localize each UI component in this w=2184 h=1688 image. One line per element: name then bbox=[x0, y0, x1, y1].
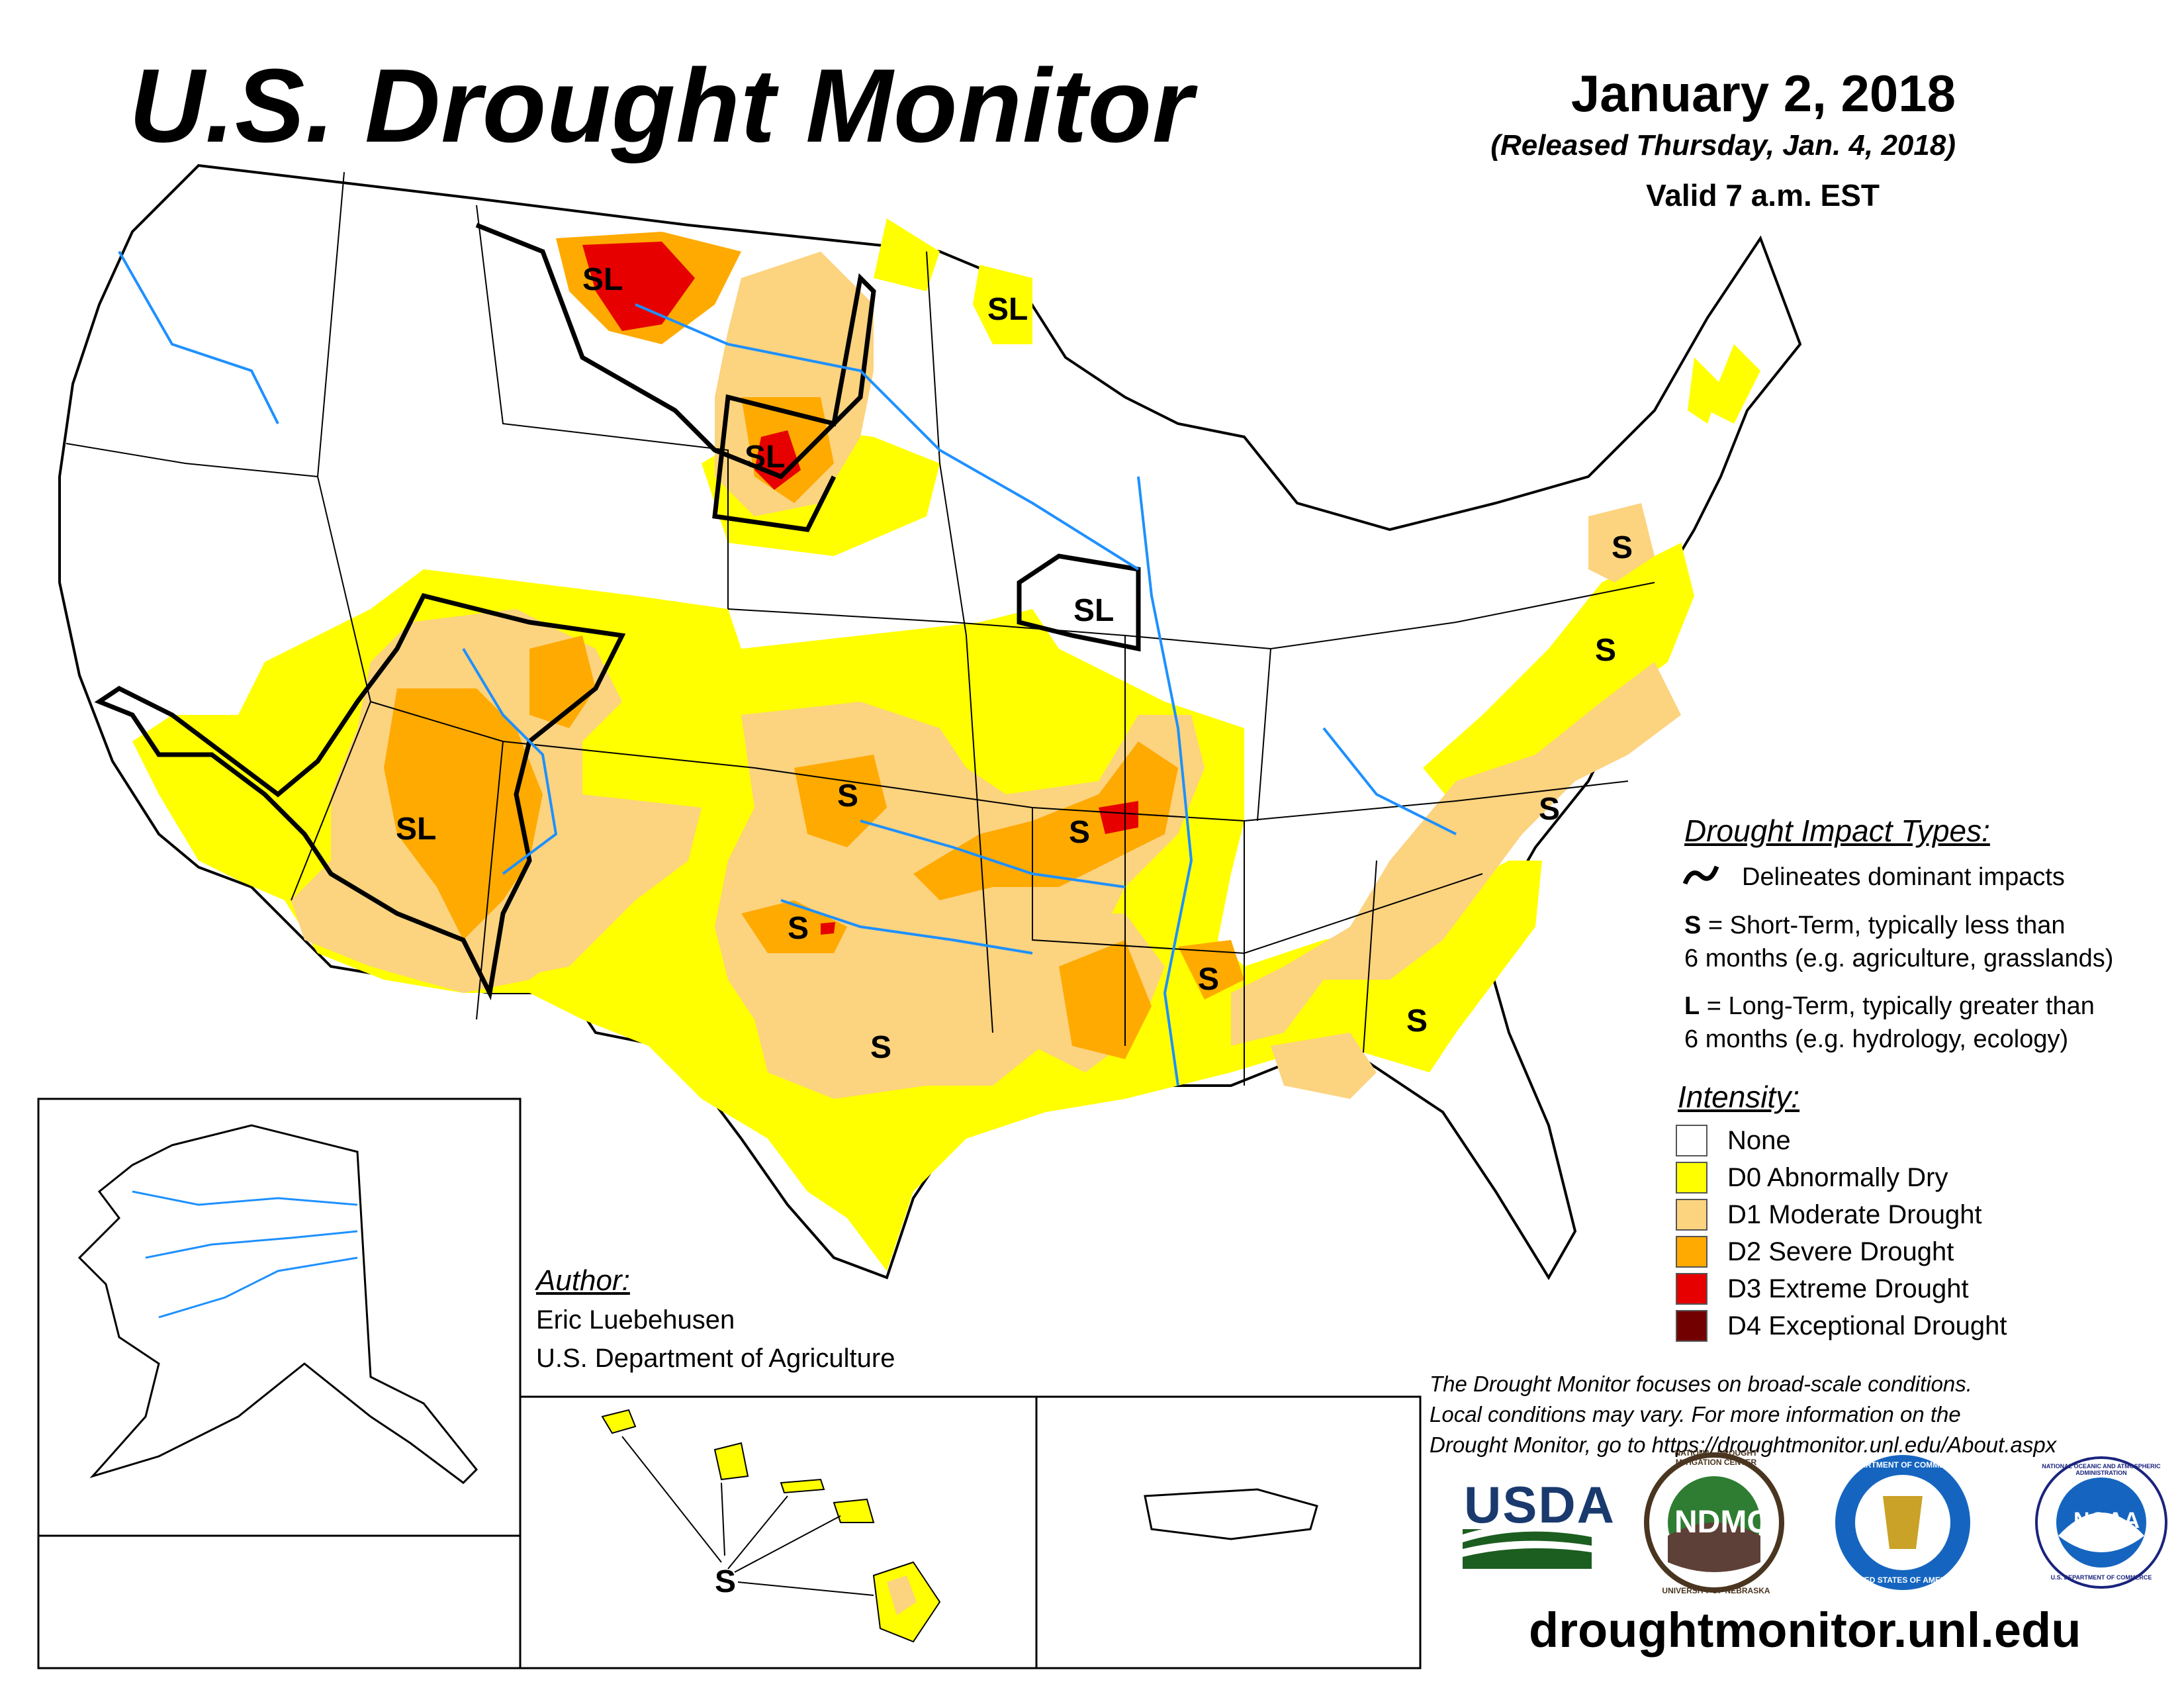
label-s-kansas: S bbox=[837, 778, 859, 814]
swatch-d3 bbox=[1676, 1273, 1707, 1305]
noaa-wordmark: NOAA bbox=[2073, 1508, 2140, 1533]
author-name: Eric Luebehusen bbox=[536, 1305, 735, 1335]
label-sl-montana: SL bbox=[582, 262, 623, 297]
ndmc-ring-top: NATIONAL DROUGHT MITIGATION CENTER bbox=[1674, 1448, 1758, 1467]
noaa-logo bbox=[2035, 1456, 2167, 1589]
impact-short-term: S = Short-Term, typically less than bbox=[1684, 909, 2066, 942]
label-s-virginia: S bbox=[1595, 633, 1617, 668]
swatch-d2 bbox=[1676, 1236, 1707, 1268]
label-s-hawaii: S bbox=[715, 1564, 737, 1599]
label-s-pennsylvania: S bbox=[1612, 530, 1633, 565]
intensity-label-d4: D4 Exceptional Drought bbox=[1727, 1311, 2007, 1340]
doc-seal-logo bbox=[1835, 1455, 1970, 1590]
label-sl-arizona: SL bbox=[396, 812, 437, 847]
usda-logo bbox=[1463, 1523, 1592, 1569]
swatch-d1 bbox=[1676, 1199, 1707, 1231]
impact-s-text: = Short-Term, typically less than bbox=[1701, 912, 2066, 939]
intensity-item-d2: D2 Severe Drought bbox=[1676, 1233, 1954, 1270]
label-s-oklahoma: S bbox=[788, 911, 809, 946]
author-heading: Author: bbox=[536, 1264, 630, 1297]
ndmc-wordmark: NDMC bbox=[1674, 1505, 1770, 1540]
label-s-carolina: S bbox=[1539, 792, 1561, 827]
doc-ring-bottom: UNITED STATES OF AMERICA bbox=[1845, 1575, 1960, 1585]
disclaimer-line-3: Drought Monitor, go to https://droughtmo… bbox=[1430, 1432, 2057, 1457]
intensity-item-d3: D3 Extreme Drought bbox=[1676, 1270, 1969, 1307]
disclaimer-text: The Drought Monitor focuses on broad-sca… bbox=[1430, 1369, 2164, 1460]
map-date: January 2, 2018 bbox=[1570, 64, 1956, 122]
ndmc-logo bbox=[1644, 1452, 1784, 1593]
impact-l-text: = Long-Term, typically greater than bbox=[1700, 992, 2095, 1020]
intensity-item-d4: D4 Exceptional Drought bbox=[1676, 1307, 2007, 1344]
swatch-d0 bbox=[1676, 1162, 1707, 1194]
impact-l-key: L bbox=[1684, 992, 1700, 1020]
author-org: U.S. Department of Agriculture bbox=[536, 1344, 895, 1373]
usda-wordmark: USDA bbox=[1464, 1476, 1616, 1534]
hawaii-leader-lines bbox=[621, 1436, 874, 1596]
intensity-heading: Intensity: bbox=[1678, 1080, 1800, 1114]
aleutian-inset-box bbox=[37, 1534, 522, 1669]
label-s-georgia: S bbox=[1406, 1004, 1428, 1039]
hawaii-big-island-d1 bbox=[887, 1575, 917, 1615]
state-lines bbox=[66, 171, 1655, 1086]
doc-ring-top: DEPARTMENT OF COMMERCE bbox=[1844, 1460, 1962, 1470]
impact-s-key: S bbox=[1684, 912, 1702, 939]
valid-time: Valid 7 a.m. EST bbox=[1646, 178, 1880, 212]
footer-url[interactable]: droughtmonitor.unl.edu bbox=[1529, 1603, 2081, 1658]
alaska-rivers bbox=[132, 1190, 358, 1319]
map-title: U.S. Drought Monitor bbox=[129, 48, 1194, 164]
intensity-label-none: None bbox=[1727, 1125, 1791, 1155]
puerto-rico-outline bbox=[1144, 1488, 1318, 1540]
label-s-mississippi: S bbox=[1198, 962, 1220, 997]
intensity-item-none: None bbox=[1676, 1122, 1791, 1159]
disclaimer-line-1: The Drought Monitor focuses on broad-sca… bbox=[1430, 1372, 1972, 1396]
disclaimer-line-2: Local conditions may vary. For more info… bbox=[1430, 1402, 1961, 1427]
intensity-label-d1: D1 Moderate Drought bbox=[1727, 1199, 1982, 1229]
impact-delineates-text: Delineates dominant impacts bbox=[1742, 863, 2065, 891]
d3-areas bbox=[582, 242, 1138, 935]
alaska-outline bbox=[77, 1124, 478, 1484]
swatch-d4 bbox=[1676, 1310, 1707, 1342]
ndmc-ring-bottom: UNIVERSITY OF NEBRASKA bbox=[1662, 1586, 1770, 1595]
intensity-item-d0: D0 Abnormally Dry bbox=[1676, 1159, 1948, 1196]
impact-l-text-2: 6 months (e.g. hydrology, ecology) bbox=[1684, 1025, 2069, 1053]
intensity-item-d1: D1 Moderate Drought bbox=[1676, 1196, 1982, 1233]
label-s-texas: S bbox=[870, 1030, 892, 1065]
impact-line-sample bbox=[1682, 865, 1719, 885]
intensity-label-d0: D0 Abnormally Dry bbox=[1727, 1162, 1948, 1192]
intensity-label-d3: D3 Extreme Drought bbox=[1727, 1274, 1969, 1303]
rivers bbox=[118, 251, 1457, 1086]
label-sl-dakota: SL bbox=[745, 440, 786, 475]
impact-s-text-2: 6 months (e.g. agriculture, grasslands) bbox=[1684, 945, 2114, 972]
noaa-ring-top: NATIONAL OCEANIC AND ATMOSPHERIC ADMINIS… bbox=[2042, 1463, 2161, 1476]
hawaii-inset-box bbox=[519, 1395, 1038, 1669]
impact-types-heading: Drought Impact Types: bbox=[1684, 814, 1990, 848]
release-date: (Released Thursday, Jan. 4, 2018) bbox=[1490, 129, 1956, 162]
swatch-none bbox=[1676, 1125, 1707, 1156]
label-sl-iowa: SL bbox=[1073, 593, 1115, 628]
label-sl-minnesota: SL bbox=[987, 292, 1028, 327]
impact-boundaries bbox=[94, 222, 1141, 1001]
label-s-missouri: S bbox=[1069, 815, 1091, 850]
impact-long-term: L = Long-Term, typically greater than bbox=[1684, 990, 2095, 1023]
noaa-ring-bottom: U.S. DEPARTMENT OF COMMERCE bbox=[2050, 1574, 2152, 1581]
intensity-label-d2: D2 Severe Drought bbox=[1727, 1237, 1954, 1266]
